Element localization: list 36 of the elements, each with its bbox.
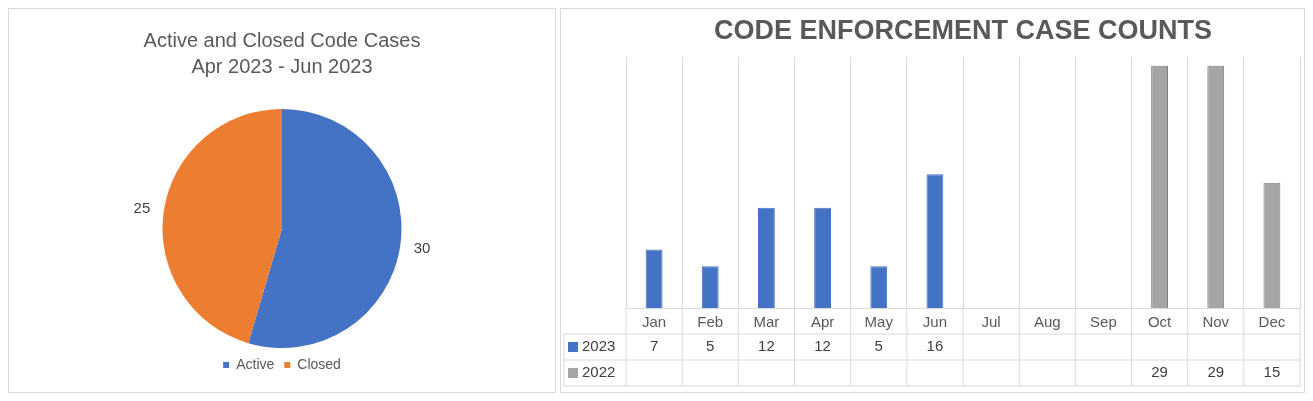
x-tick-label: Sep <box>1090 313 1117 331</box>
data-label: 7 <box>649 337 659 355</box>
data-label: 15 <box>1263 363 1281 381</box>
x-tick-label: Jan <box>641 313 667 331</box>
x-tick-label: Feb <box>697 313 724 331</box>
legend-label: 2022 <box>582 363 616 381</box>
bar <box>645 249 663 308</box>
bar <box>926 174 944 308</box>
data-label: 29 <box>1151 363 1168 381</box>
chart-title: CODE ENFORCEMENT CASE COUNTS <box>713 14 1213 45</box>
chart-subtitle: Apr 2023 - Jun 2023 <box>191 54 373 77</box>
data-label: 16 <box>926 337 944 355</box>
bar <box>814 207 832 308</box>
x-tick-label: Oct <box>1147 313 1173 331</box>
data-label: 12 <box>814 337 831 355</box>
x-tick-label: Jul <box>981 313 1001 331</box>
data-label: 12 <box>758 337 775 355</box>
x-tick-label: Dec <box>1258 313 1286 331</box>
x-tick-label: Jun <box>922 313 948 331</box>
data-label: 5 <box>874 337 883 355</box>
x-tick-label: Apr <box>810 313 835 331</box>
legend-label: Closed <box>297 355 341 372</box>
x-tick-label: May <box>864 313 894 331</box>
bar <box>701 266 719 308</box>
data-label: 5 <box>706 337 715 355</box>
x-tick-label: Aug <box>1033 313 1061 331</box>
legend-label: 2023 <box>582 337 616 355</box>
bar <box>870 266 888 308</box>
legend-label: Active <box>236 355 275 372</box>
data-label: 29 <box>1207 363 1225 381</box>
x-tick-label: Nov <box>1202 313 1230 331</box>
data-label: 30 <box>413 238 431 256</box>
bar <box>757 207 775 308</box>
data-label: 25 <box>133 198 151 216</box>
chart-title: Active and Closed Code Cases <box>143 28 421 51</box>
x-tick-label: Mar <box>753 313 780 331</box>
